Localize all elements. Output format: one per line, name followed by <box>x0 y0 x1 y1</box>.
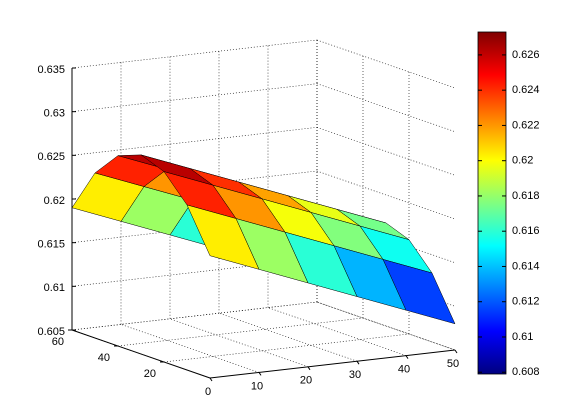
x-tick-label: 10 <box>251 380 263 392</box>
colorbar-tick-label: 0.608 <box>512 366 540 378</box>
grid-line <box>267 307 407 356</box>
z-tick-label: 0.63 <box>44 108 65 120</box>
x-tick-label: 30 <box>349 369 361 381</box>
colorbar-tick-label: 0.61 <box>512 331 533 343</box>
z-tick-label: 0.605 <box>37 326 65 338</box>
y-tick-label: 20 <box>144 368 156 380</box>
grid-line <box>169 318 309 368</box>
grid-line <box>316 127 456 176</box>
grid-line <box>316 170 456 220</box>
colorbar-tick-label: 0.626 <box>512 49 540 61</box>
grid-line <box>117 317 364 347</box>
axes-background <box>72 302 455 378</box>
surface-patch <box>186 204 260 270</box>
z-tick-label: 0.625 <box>37 151 65 163</box>
z-tick-label: 0.615 <box>37 239 65 251</box>
grid-line <box>316 83 456 132</box>
grid-line <box>163 333 410 363</box>
y-axis <box>71 329 211 379</box>
x-tick <box>258 372 262 376</box>
grid-line <box>71 258 318 287</box>
grid-line <box>316 301 456 351</box>
x-tick <box>209 377 213 382</box>
x-tick-label: 50 <box>447 358 459 370</box>
x-tick <box>405 355 409 359</box>
x-tick-label: 0 <box>205 386 211 398</box>
colorbar <box>477 31 507 375</box>
grid-line <box>71 83 318 112</box>
grid-line <box>218 312 358 362</box>
grid-line <box>316 39 456 89</box>
colorbar-tick-label: 0.612 <box>512 296 540 308</box>
z-tick-label: 0.61 <box>44 282 65 294</box>
x-tick <box>454 349 458 354</box>
y-tick-label: 60 <box>52 336 64 348</box>
colorbar-tick-label: 0.624 <box>512 84 540 96</box>
colorbar-tick-label: 0.622 <box>512 119 540 131</box>
colorbar-tick-label: 0.62 <box>512 155 533 167</box>
x-tick-label: 40 <box>398 364 410 376</box>
x-tick-label: 20 <box>300 375 312 387</box>
grid-line <box>71 301 318 331</box>
grid-line <box>316 301 456 351</box>
z-tick-label: 0.62 <box>44 195 65 207</box>
x-tick <box>307 366 311 371</box>
grid-line <box>120 324 260 373</box>
x-axis <box>209 349 456 379</box>
y-tick-label: 40 <box>98 352 110 364</box>
grid-line <box>71 39 318 69</box>
z-tick-label: 0.635 <box>37 64 65 76</box>
grid-line <box>71 127 318 156</box>
colorbar-tick-label: 0.618 <box>512 190 540 202</box>
colorbar-tick-label: 0.614 <box>512 260 540 272</box>
colorbar-tick-label: 0.616 <box>512 225 540 237</box>
x-tick <box>356 360 360 365</box>
